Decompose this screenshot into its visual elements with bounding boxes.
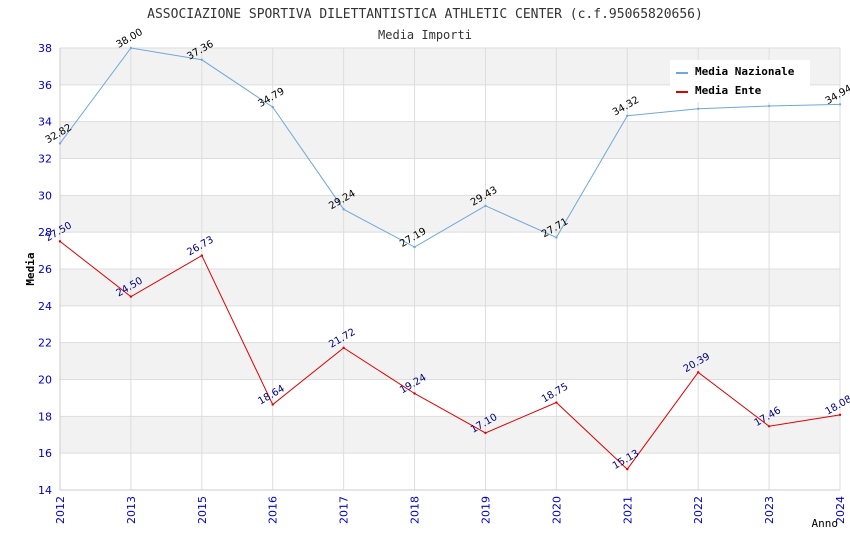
grid-band — [60, 342, 840, 380]
data-point — [271, 403, 274, 406]
series-line-media-nazionale — [59, 47, 841, 248]
x-axis-label: Anno — [812, 517, 839, 530]
data-point — [413, 245, 416, 249]
grid-band — [60, 416, 840, 454]
y-tick-label: 38 — [38, 42, 52, 55]
data-point — [626, 467, 629, 471]
chart-title: ASSOCIAZIONE SPORTIVA DILETTANTISTICA AT… — [147, 7, 703, 22]
x-tick-label: 2015 — [196, 496, 209, 524]
x-tick-label: 2017 — [338, 496, 351, 524]
grid-band — [60, 269, 840, 306]
x-tick-label: 2024 — [834, 496, 847, 524]
data-point — [696, 371, 700, 374]
data-point — [484, 431, 487, 435]
grid-band — [60, 305, 840, 343]
x-tick-label: 2022 — [692, 496, 705, 524]
data-point — [129, 295, 133, 298]
grid-band — [60, 379, 840, 417]
y-tick-label: 14 — [38, 484, 52, 497]
y-tick-label: 26 — [38, 263, 52, 276]
y-tick-label: 36 — [38, 79, 52, 92]
y-axis-label: Media — [24, 252, 37, 285]
y-tick-label: 30 — [38, 189, 52, 202]
x-tick-label: 2013 — [125, 496, 138, 524]
x-tick-label: 2018 — [409, 496, 422, 524]
data-point — [413, 392, 416, 395]
data-point — [200, 58, 204, 61]
data-point — [58, 240, 62, 243]
y-tick-label: 34 — [38, 116, 52, 129]
y-tick-label: 24 — [38, 300, 52, 313]
y-tick-label: 22 — [38, 337, 52, 350]
x-tick-label: 2020 — [550, 496, 563, 524]
data-point — [342, 208, 345, 211]
data-point — [58, 142, 62, 145]
chart-legend: Media Nazionale Media Ente — [670, 60, 810, 102]
y-tick-label: 28 — [38, 226, 52, 239]
x-axis-ticks: 2012 2013 2015 2016 2017 2018 2019 2020 2021 2022… — [54, 496, 847, 524]
data-point — [838, 103, 842, 106]
x-tick-label: 2012 — [54, 496, 67, 524]
grid-band — [60, 158, 840, 196]
data-point — [342, 346, 345, 350]
y-tick-label: 20 — [38, 374, 52, 387]
chart-subtitle: Media Importi — [378, 28, 472, 42]
data-point — [555, 236, 558, 239]
y-tick-label: 18 — [38, 410, 52, 423]
y-tick-label: 32 — [38, 153, 52, 166]
chart-series — [58, 46, 842, 471]
grid-band — [60, 232, 840, 269]
chart-gridlines — [59, 47, 841, 491]
legend-label-media-ente: Media Ente — [695, 84, 762, 97]
x-tick-label: 2019 — [479, 496, 492, 524]
data-point — [555, 401, 558, 404]
data-point — [767, 104, 771, 108]
data-point — [484, 204, 487, 208]
x-tick-label: 2016 — [267, 496, 280, 524]
legend-box — [670, 60, 810, 102]
grid-band — [60, 453, 840, 490]
grid-band — [60, 121, 840, 159]
legend-label-media-nazionale: Media Nazionale — [695, 65, 795, 78]
y-axis-ticks: 14 16 18 20 22 24 26 28 30 32 34 36 38 — [38, 42, 52, 497]
series-line-media-ente — [59, 240, 841, 470]
data-point — [271, 105, 274, 109]
x-tick-label: 2023 — [763, 496, 776, 524]
y-tick-label: 16 — [38, 447, 52, 460]
data-label: 38.00 — [115, 27, 145, 51]
data-point — [838, 413, 842, 417]
data-point — [767, 425, 771, 428]
data-point — [626, 114, 629, 117]
data-point — [129, 46, 133, 50]
data-point — [696, 107, 700, 110]
x-tick-label: 2021 — [621, 496, 634, 524]
data-point — [200, 254, 204, 257]
